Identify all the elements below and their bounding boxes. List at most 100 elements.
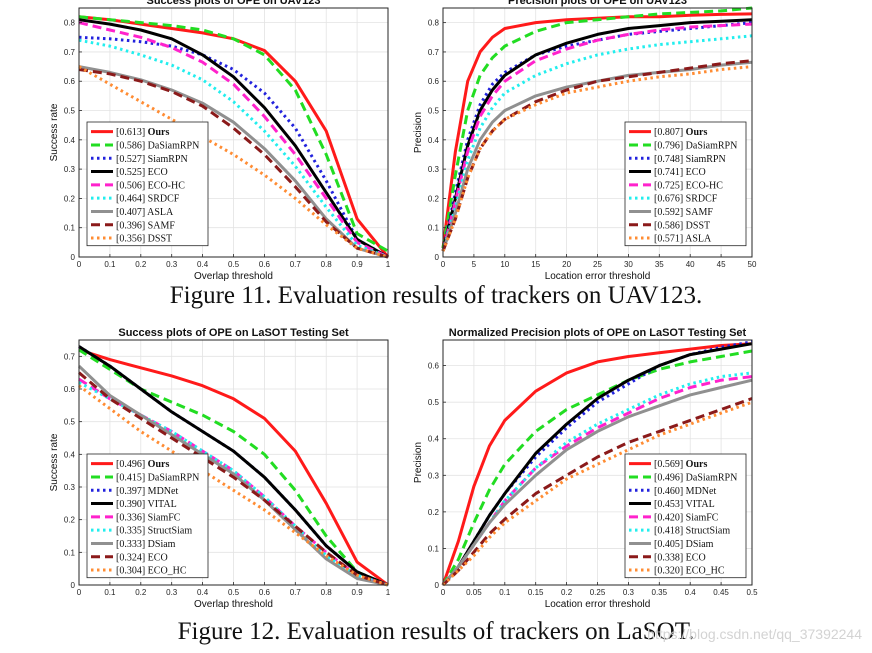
x-tick-label: 0.6 xyxy=(259,260,271,269)
legend-entry: [0.320] ECO_HC xyxy=(654,566,725,577)
series-line-samf xyxy=(78,68,389,259)
series-line-dsiam xyxy=(77,365,389,587)
x-tick-label: 0.35 xyxy=(652,588,668,597)
series-line-vital xyxy=(78,345,389,587)
y-tick-label: 0.8 xyxy=(428,19,440,28)
legend: [0.613] Ours [0.586] DaSiamRPN [0.527] Sia… xyxy=(86,121,209,247)
series-line-dasiamrpn xyxy=(441,6,753,249)
y-tick-label: 0.2 xyxy=(64,516,76,525)
y-tick-label: 0 xyxy=(71,253,76,262)
x-tick-label: 25 xyxy=(593,260,602,269)
x-tick-label: 0 xyxy=(77,588,82,597)
chart-title: Success plots of OPE on UAV123 xyxy=(146,0,320,7)
x-tick-label: 0.25 xyxy=(590,588,606,597)
y-tick-label: 0.3 xyxy=(64,165,76,174)
legend-entry: [0.525] ECO xyxy=(116,167,168,178)
x-tick-label: 0.1 xyxy=(104,260,116,269)
x-tick-label: 15 xyxy=(531,260,540,269)
y-tick-label: 0.3 xyxy=(428,165,440,174)
legend-entry: [0.676] SRDCF xyxy=(654,194,718,205)
x-tick-label: 10 xyxy=(500,260,509,269)
x-tick-label: 30 xyxy=(624,260,633,269)
legend-entry: [0.453] VITAL xyxy=(654,499,715,510)
legend-entry: [0.748] SiamRPN xyxy=(654,154,726,165)
x-tick-label: 0.45 xyxy=(713,588,729,597)
y-axis-label: Precision xyxy=(413,112,424,153)
x-tick-label: 0.6 xyxy=(259,588,271,597)
legend-entry: [0.592] SAMF xyxy=(654,207,713,218)
x-tick-label: 0.5 xyxy=(228,260,240,269)
y-tick-label: 0.7 xyxy=(64,48,76,57)
legend-entry: [0.586] DaSiamRPN xyxy=(116,140,199,151)
y-tick-label: 0.3 xyxy=(428,471,440,480)
series-line-eco xyxy=(441,18,753,252)
legend-entry: [0.304] ECO_HC xyxy=(116,566,187,577)
legend-entry: [0.336] SiamFC xyxy=(116,512,181,523)
legend-entry: [0.356] DSST xyxy=(116,234,172,245)
y-tick-label: 0.4 xyxy=(428,136,440,145)
x-tick-label: 0.7 xyxy=(290,260,302,269)
series-line-eco-hc xyxy=(78,384,389,587)
y-axis-label: Success rate xyxy=(49,433,60,491)
legend-entry: [0.586] DSST xyxy=(654,220,710,231)
chart-title: Normalized Precision plots of OPE on LaS… xyxy=(449,327,747,339)
x-tick-label: 1 xyxy=(386,588,391,597)
y-tick-label: 0 xyxy=(435,581,440,590)
y-tick-label: 0.2 xyxy=(428,194,440,203)
series-line-ours xyxy=(441,342,753,586)
legend-entry: [0.506] ECO-HC xyxy=(116,180,185,191)
legend-entry: [0.796] DaSiamRPN xyxy=(654,140,737,151)
y-tick-label: 0.7 xyxy=(428,48,440,57)
figure-11-caption: Figure 11. Evaluation results of tracker… xyxy=(169,282,703,309)
x-tick-label: 0.9 xyxy=(352,588,364,597)
legend-entry: [0.333] DSiam xyxy=(116,539,176,550)
x-tick-label: 0.15 xyxy=(528,588,544,597)
x-tick-label: 0.4 xyxy=(685,588,697,597)
x-axis-label: Overlap threshold xyxy=(194,599,273,610)
legend-entry: [0.335] StructSiam xyxy=(116,526,192,537)
series-line-eco xyxy=(78,18,389,259)
x-tick-label: 0.3 xyxy=(623,588,635,597)
legend-entry: [0.496] Ours xyxy=(116,459,169,470)
x-tick-label: 1 xyxy=(386,260,391,269)
x-axis-label: Overlap threshold xyxy=(194,271,273,282)
series-line-dasiamrpn xyxy=(441,349,753,586)
series-line-ours xyxy=(78,348,389,587)
y-tick-label: 0.6 xyxy=(64,77,76,86)
y-tick-label: 0 xyxy=(435,253,440,262)
x-tick-label: 0.9 xyxy=(352,260,364,269)
y-axis-label: Success rate xyxy=(49,103,60,161)
series-line-eco-hc xyxy=(441,400,753,587)
series-line-srdcf xyxy=(441,34,753,252)
y-tick-label: 0.6 xyxy=(428,77,440,86)
x-tick-label: 5 xyxy=(472,260,477,269)
series-line-asla xyxy=(441,65,753,252)
y-tick-label: 0.2 xyxy=(428,508,440,517)
legend-entry: [0.405] DSiam xyxy=(654,539,714,550)
x-tick-label: 0.05 xyxy=(466,588,482,597)
legend: [0.569] Ours [0.496] DaSiamRPN [0.460] MDN… xyxy=(624,453,747,579)
x-axis-label: Location error threshold xyxy=(545,271,651,282)
legend-entry: [0.338] ECO xyxy=(654,552,706,563)
x-axis-label: Location error threshold xyxy=(545,599,651,610)
figure-12-caption: Figure 12. Evaluation results of tracker… xyxy=(177,618,695,645)
y-tick-label: 0.5 xyxy=(428,398,440,407)
x-tick-label: 45 xyxy=(717,260,726,269)
x-tick-label: 0.8 xyxy=(321,588,333,597)
legend-entry: [0.569] Ours xyxy=(654,459,707,470)
chart-title: Precision plots of OPE on UAV123 xyxy=(508,0,687,7)
legend-entry: [0.807] Ours xyxy=(654,127,707,138)
chart-lasot-norm-precision: 0 0.05 0.1 0.15 0.2 0.25 0.3 0.35 0.4 0.45 0.5 0 0.1… xyxy=(413,327,758,610)
y-tick-label: 0.3 xyxy=(64,483,76,492)
legend-entry: [0.324] ECO xyxy=(116,552,168,563)
legend-entry: [0.415] DaSiamRPN xyxy=(116,472,199,483)
x-tick-label: 20 xyxy=(562,260,571,269)
series-line-eco xyxy=(441,397,753,587)
chart-uav-success: 0 0.1 0.2 0.3 0.4 0.5 0.6 0.7 0.8 0.9 1 0 0.1 0.2 0.3 0… xyxy=(49,0,391,282)
series-line-dsiam xyxy=(441,378,753,586)
legend-entry: [0.527] SiamRPN xyxy=(116,154,188,165)
series-line-siamrpn xyxy=(441,21,753,252)
x-tick-label: 0.5 xyxy=(228,588,240,597)
y-tick-label: 0.1 xyxy=(428,544,440,553)
y-tick-label: 0.6 xyxy=(428,362,440,371)
